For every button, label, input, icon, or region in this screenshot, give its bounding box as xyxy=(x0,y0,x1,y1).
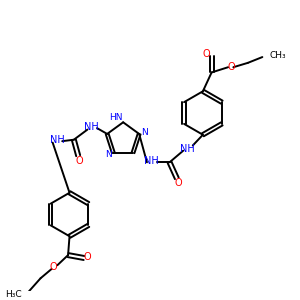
Text: NH: NH xyxy=(84,122,99,132)
Text: N: N xyxy=(141,128,148,137)
Text: O: O xyxy=(84,252,91,262)
Text: O: O xyxy=(75,156,83,166)
Text: HN: HN xyxy=(109,113,123,122)
Text: H₃C: H₃C xyxy=(5,290,22,299)
Text: NH: NH xyxy=(50,135,64,145)
Text: NH: NH xyxy=(144,156,159,167)
Text: N: N xyxy=(105,150,111,159)
Text: O: O xyxy=(174,178,182,188)
Text: O: O xyxy=(227,62,235,72)
Text: O: O xyxy=(202,49,210,59)
Text: O: O xyxy=(50,262,57,272)
Text: CH₃: CH₃ xyxy=(270,51,286,60)
Text: NH: NH xyxy=(181,144,195,154)
